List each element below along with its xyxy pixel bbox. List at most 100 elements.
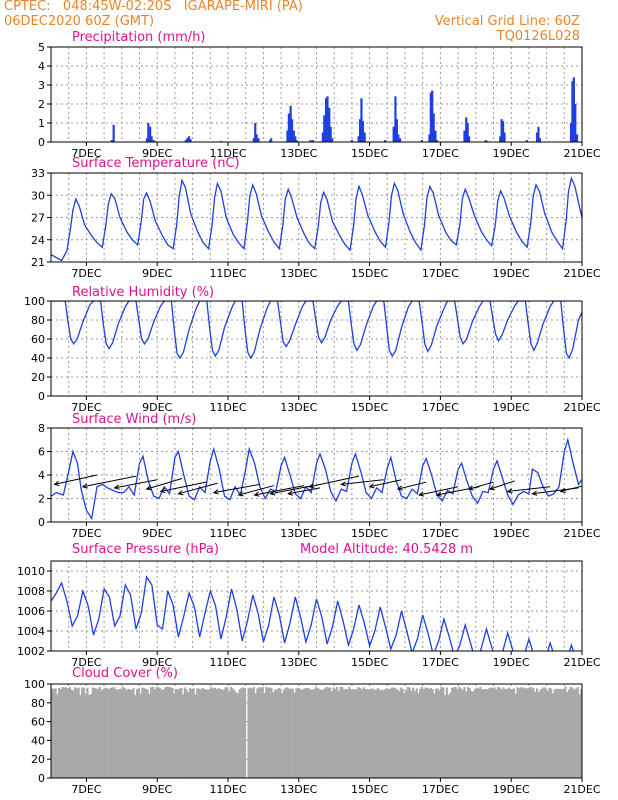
wind-vector: [507, 486, 551, 492]
wind-xtick-label: 19DEC: [493, 527, 530, 540]
pressure-xtick-label: 21DEC: [563, 656, 600, 669]
cloud-bar: [266, 687, 270, 778]
cloud-bar: [281, 692, 284, 778]
cloud-bar: [567, 689, 571, 778]
cloud-bar: [419, 688, 422, 778]
wind-vector-head: [418, 491, 425, 497]
wind-vector-head: [177, 490, 184, 496]
cloud-bar: [309, 689, 312, 778]
precip-bar: [463, 130, 466, 142]
precip-bar: [292, 130, 295, 142]
cloud-bar: [259, 687, 263, 778]
cloud-bar: [132, 688, 135, 778]
wind-ytick-label: 6: [38, 446, 45, 459]
cloud-bar: [208, 689, 211, 778]
cloud-bar: [385, 688, 388, 778]
cloud-bar: [544, 688, 547, 778]
wind-vector: [560, 485, 582, 492]
cloud-bar: [236, 693, 240, 778]
pressure-panel: [47, 560, 583, 655]
cloud-bar: [51, 688, 54, 778]
precip-bar: [289, 105, 292, 142]
cloud-bar: [571, 687, 574, 778]
precip-bar: [187, 136, 191, 142]
precip-bar: [537, 126, 540, 142]
precip-bar: [499, 136, 502, 142]
precip-bar: [328, 107, 331, 142]
cloud-bar: [466, 687, 470, 778]
wind-vector: [369, 479, 402, 488]
cloud-bar: [445, 687, 448, 778]
cloud-bar: [215, 689, 218, 778]
cloud-bar: [59, 689, 63, 778]
cloud-bar: [102, 688, 105, 778]
precip-bar: [571, 81, 574, 142]
cloud-bar: [300, 690, 303, 778]
cloud-bar: [220, 689, 224, 778]
cloud-bar: [63, 687, 66, 778]
rh-ytick-label: 100: [24, 295, 45, 308]
cloud-bar: [468, 688, 471, 778]
cloud-ytick-label: 20: [31, 753, 45, 766]
temp-panel: [47, 172, 583, 266]
cloud-bar: [514, 693, 517, 778]
cloud-xtick-label: 13DEC: [280, 783, 317, 796]
wind-vector: [160, 481, 207, 492]
cloud-bar: [217, 688, 220, 778]
cloud-bar: [190, 689, 193, 778]
cloud-bar: [224, 687, 227, 778]
temp-xtick-label: 17DEC: [422, 267, 459, 280]
precip-bar: [525, 140, 528, 142]
cloud-bar: [251, 688, 254, 778]
cloud-bar: [254, 693, 257, 778]
rh-xtick-label: 19DEC: [493, 401, 530, 414]
temp-title: Surface Temperature (nC): [72, 156, 240, 171]
cloud-bar: [576, 687, 579, 778]
cloud-bar: [150, 687, 153, 778]
cloud-bar: [183, 687, 186, 778]
cloud-bar: [277, 687, 280, 778]
cloud-bar: [141, 687, 144, 778]
cloud-bar: [137, 688, 140, 778]
cloud-bar: [341, 687, 344, 778]
wind-vector: [178, 482, 218, 495]
cloud-bar: [426, 687, 429, 778]
wind-vector: [213, 483, 260, 494]
cloud-bar: [197, 688, 201, 778]
precip-bar: [149, 126, 152, 142]
cloud-frame: [50, 683, 583, 779]
precip-bar: [252, 138, 255, 142]
wind-vector: [288, 487, 321, 495]
cloud-bar: [89, 694, 93, 778]
cloud-bar: [358, 687, 362, 778]
cloud-bar: [169, 687, 172, 778]
wind-vector-head: [308, 483, 315, 489]
cloud-xtick-label: 15DEC: [351, 783, 388, 796]
cloud-bar: [66, 688, 70, 778]
cloud-bar: [509, 688, 512, 778]
pressure-plot: [51, 575, 575, 651]
cloud-bar: [213, 687, 217, 778]
cloud-bar: [146, 689, 149, 778]
rh-ytick-label: 80: [31, 314, 45, 327]
cloud-bar: [555, 688, 558, 778]
rh-frame: [50, 300, 583, 397]
pressure-subtitle: Model Altitude: 40.5428 m: [300, 542, 473, 557]
cloud-bar: [249, 687, 252, 778]
cloud-bar: [452, 687, 455, 778]
cloud-bar: [511, 688, 514, 778]
precip-bar: [435, 140, 438, 142]
cloud-bar: [298, 688, 301, 778]
temp-ytick-label: 21: [31, 256, 45, 269]
cloud-bar: [268, 687, 271, 778]
cloud-bar: [351, 688, 355, 778]
cloud-bar: [134, 695, 137, 778]
cloud-bar: [68, 687, 71, 778]
temp-ytick-label: 30: [31, 189, 45, 202]
cloud-bar: [360, 689, 363, 778]
precip-bar: [112, 124, 115, 142]
cloud-bar: [484, 688, 487, 778]
wind-vector-head: [253, 491, 260, 497]
precip-ytick-label: 3: [38, 79, 45, 92]
cloud-bar: [364, 688, 367, 778]
